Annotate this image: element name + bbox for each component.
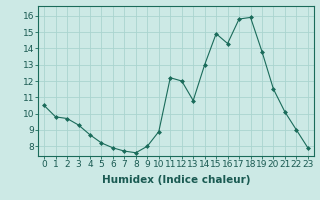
X-axis label: Humidex (Indice chaleur): Humidex (Indice chaleur) [102, 175, 250, 185]
